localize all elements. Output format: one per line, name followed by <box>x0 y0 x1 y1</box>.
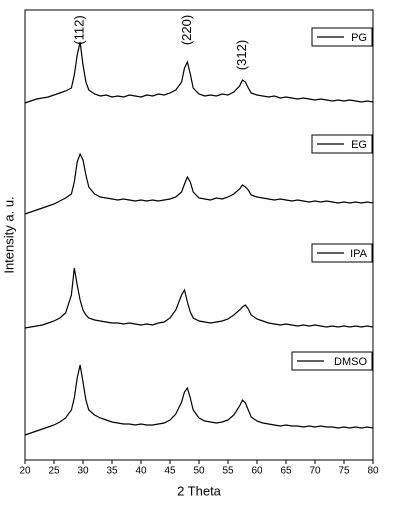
legend-label: EG <box>351 139 367 151</box>
x-tick-label: 45 <box>164 466 176 477</box>
x-tick-label: 60 <box>251 466 263 477</box>
x-tick-label: 20 <box>19 466 31 477</box>
x-tick-label: 25 <box>48 466 60 477</box>
x-tick-label: 55 <box>222 466 234 477</box>
legend-box <box>291 351 373 371</box>
plot-frame <box>24 9 374 461</box>
x-tick-label: 80 <box>367 466 379 477</box>
peak-label: (112) <box>72 15 87 44</box>
xrd-line <box>24 152 374 215</box>
peak-label: (220) <box>179 15 194 45</box>
peak-label: (312) <box>234 40 249 70</box>
x-tick-label: 75 <box>338 466 350 477</box>
legend-label: DMSO <box>334 356 367 368</box>
x-axis-label: 2 Theta <box>177 483 222 498</box>
x-tick-label: 40 <box>135 466 147 477</box>
xrd-line <box>24 41 374 104</box>
y-axis-label: Intensity a. u. <box>1 196 16 273</box>
x-tick-label: 50 <box>193 466 205 477</box>
legend-label: IPA <box>350 248 368 260</box>
xrd-line <box>24 267 374 329</box>
legend-label: PG <box>351 32 367 44</box>
x-tick-label: 65 <box>280 466 292 477</box>
x-tick-label: 30 <box>77 466 89 477</box>
x-tick-label: 35 <box>106 466 118 477</box>
xrd-line <box>24 364 374 436</box>
x-tick-label: 70 <box>309 466 321 477</box>
